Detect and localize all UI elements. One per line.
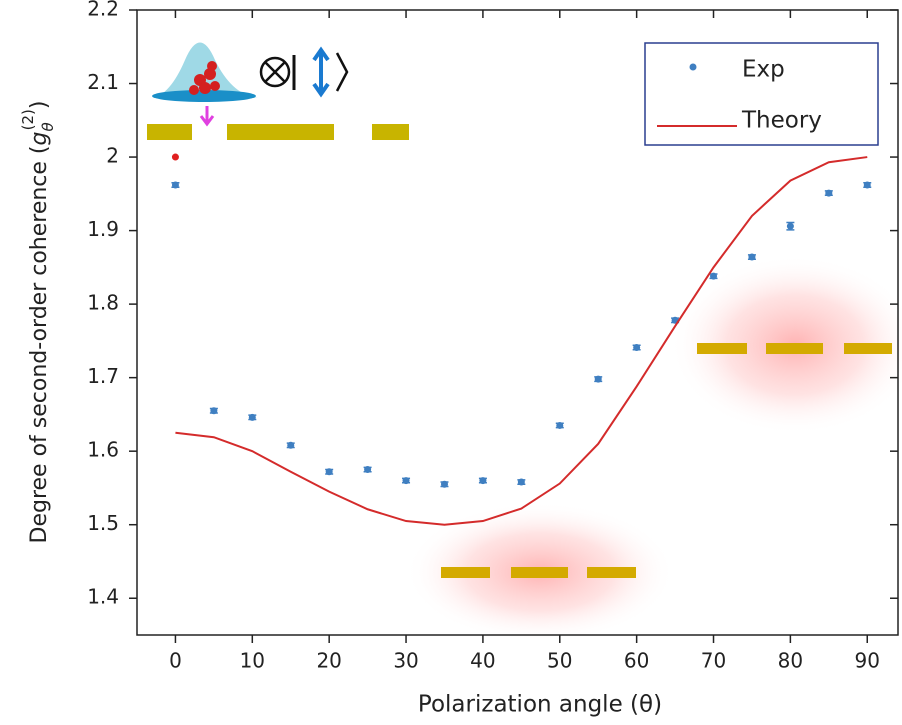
x-tick-label: 0	[169, 649, 182, 673]
y-label-symbol: g	[27, 131, 52, 145]
y-tick-label: 1.6	[87, 438, 119, 462]
y-tick-label: 1.4	[87, 585, 119, 609]
theory-line	[175, 156, 868, 526]
x-axis-label: Polarization angle (θ)	[418, 692, 662, 718]
y-label-sub: θ	[39, 122, 57, 131]
data-point	[633, 344, 641, 351]
data-point	[710, 272, 718, 280]
y-tick-label: 1.5	[87, 511, 119, 535]
data-point	[402, 477, 410, 485]
x-tick-label: 10	[240, 649, 265, 673]
data-point	[748, 253, 756, 261]
data-point	[556, 421, 564, 429]
x-tick-label: 90	[855, 649, 880, 673]
data-point	[825, 189, 833, 197]
y-tick-label: 2.1	[87, 70, 119, 94]
data-point	[594, 375, 602, 383]
dashes	[441, 343, 892, 578]
data-point	[248, 413, 256, 421]
decorations	[147, 42, 902, 642]
inset-icon	[152, 42, 349, 127]
data-point	[325, 468, 333, 476]
data-point	[210, 407, 218, 415]
dashes	[147, 124, 409, 140]
y-tick-label: 1.9	[87, 217, 119, 241]
x-tick-label: 80	[778, 649, 803, 673]
legend-label: Exp	[742, 57, 785, 83]
x-tick-label: 20	[316, 649, 341, 673]
data-point	[287, 441, 295, 449]
y-label-text: Degree of second-order coherence (	[27, 145, 52, 543]
x-tick-label: 50	[547, 649, 572, 673]
x-tick-label: 40	[470, 649, 495, 673]
data-point	[440, 480, 448, 488]
legend: Exp Theory	[644, 42, 879, 146]
data-point	[171, 153, 179, 161]
x-tick-label: 30	[393, 649, 418, 673]
data-point	[171, 181, 179, 189]
plot-frame	[136, 9, 899, 636]
y-tick-label: 2	[106, 144, 119, 168]
data-point	[863, 181, 871, 189]
y-axis-label: Degree of second-order coherence (gθ(2))	[19, 100, 57, 543]
y-tick-label: 1.7	[87, 364, 119, 388]
data-point	[517, 478, 525, 486]
y-label-sup: (2)	[19, 109, 37, 130]
legend-label: Theory	[741, 108, 822, 134]
data-point	[364, 466, 372, 474]
y-label-close: )	[27, 100, 52, 109]
x-tick-label: 60	[624, 649, 649, 673]
y-tick-label: 1.8	[87, 291, 119, 315]
y-tick-label: 2.2	[87, 0, 119, 21]
x-tick-label: 70	[701, 649, 726, 673]
legend-marker	[689, 63, 697, 71]
legend-box	[644, 42, 879, 146]
data-point	[786, 222, 794, 230]
data-point	[479, 477, 487, 485]
